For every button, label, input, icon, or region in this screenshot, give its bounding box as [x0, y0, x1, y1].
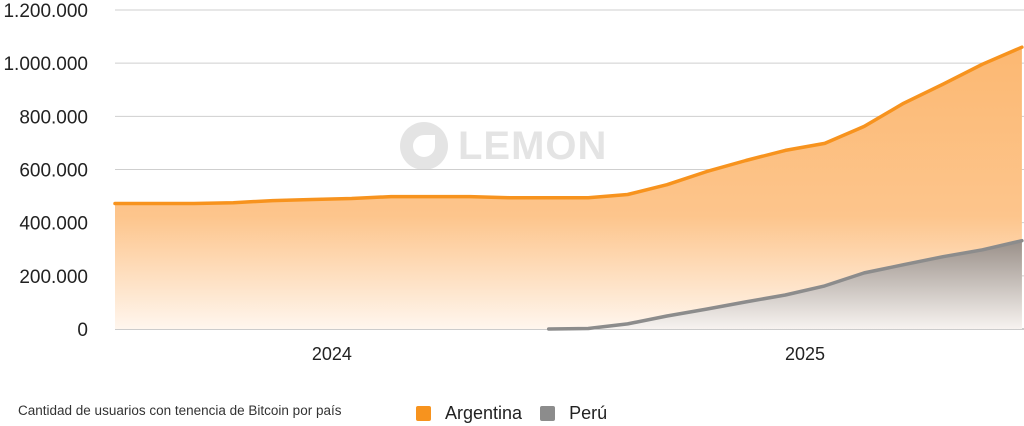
x-tick-label: 2025	[785, 344, 825, 364]
line-argentina	[113, 45, 1024, 206]
area-argentina	[115, 47, 1022, 329]
legend: Argentina Perú	[416, 403, 625, 424]
y-tick-label: 200.000	[19, 267, 88, 288]
y-tick-label: 1.000.000	[3, 54, 88, 75]
legend-swatch-peru	[540, 406, 556, 421]
y-tick-label: 1.200.000	[3, 1, 88, 22]
legend-item-peru: Perú	[540, 403, 607, 424]
lemon-logo-icon	[400, 122, 448, 170]
y-tick-label: 0	[77, 320, 88, 341]
legend-label-peru: Perú	[569, 403, 608, 423]
lemon-watermark: LEMON	[400, 122, 607, 170]
watermark-text: LEMON	[458, 123, 608, 168]
legend-label-argentina: Argentina	[445, 403, 523, 423]
y-tick-label: 400.000	[19, 214, 88, 235]
area-per	[548, 240, 1022, 329]
y-tick-label: 800.000	[19, 107, 88, 128]
y-tick-label: 600.000	[19, 161, 88, 182]
x-tick-label: 2024	[312, 344, 352, 364]
chart-caption: Cantidad de usuarios con tenencia de Bit…	[18, 403, 342, 418]
legend-swatch-argentina	[416, 406, 431, 421]
legend-item-argentina: Argentina	[416, 403, 522, 424]
